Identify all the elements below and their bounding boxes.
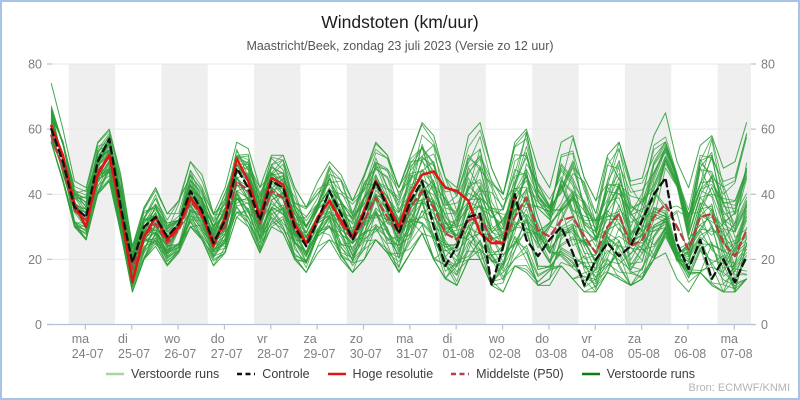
x-axis-day-label: zo [350, 332, 363, 346]
legend-label: Verstoorde runs [606, 367, 695, 381]
x-axis-day-label: zo [674, 332, 687, 346]
x-axis-date-label: 06-08 [674, 347, 706, 361]
legend-line-swatch [237, 372, 256, 376]
x-axis-date-label: 25-07 [118, 347, 150, 361]
x-axis-date-label: 29-07 [303, 347, 335, 361]
chart-legend: Verstoorde runs Controle Hoge resolutie Mid… [2, 367, 798, 381]
ensemble-member-line [50, 128, 748, 269]
y-axis-label-left: 80 [28, 58, 42, 72]
x-axis-day-label: wo [163, 332, 180, 346]
x-axis-date-label: 02-08 [489, 347, 521, 361]
legend-label: Controle [262, 367, 310, 381]
x-axis-date-label: 24-07 [72, 347, 104, 361]
x-axis-date-label: 27-07 [211, 347, 243, 361]
x-axis-day-label: ma [396, 332, 413, 346]
legend-item: Verstoorde runs [581, 367, 695, 381]
x-axis-day-label: za [303, 332, 316, 346]
x-axis-day-label: di [443, 332, 453, 346]
ensemble-member-line [50, 122, 748, 255]
legend-line-swatch [581, 372, 600, 376]
legend-line-swatch [451, 372, 470, 376]
ensemble-member-line [50, 113, 748, 257]
x-axis-day-label: za [628, 332, 641, 346]
x-axis-day-label: di [118, 332, 128, 346]
x-axis-day-label: vr [582, 332, 592, 346]
x-axis-date-label: 04-08 [582, 347, 614, 361]
high-resolution-line [50, 124, 517, 284]
legend-item: Middelste (P50) [450, 367, 564, 381]
y-axis-label-right: 60 [761, 123, 775, 137]
y-axis-label-left: 20 [28, 253, 42, 267]
x-axis-day-label: do [535, 332, 549, 346]
legend-label: Verstoorde runs [131, 367, 220, 381]
y-axis-label-left: 60 [28, 123, 42, 137]
ensemble-envelope-max-line [50, 83, 748, 247]
ensemble-member-line [50, 116, 748, 247]
page-subtitle: Maastricht/Beek, zondag 23 juli 2023 (Ve… [246, 39, 554, 53]
median-p50-line [50, 134, 748, 271]
x-axis-date-label: 26-07 [164, 347, 196, 361]
x-axis-date-label: 01-08 [443, 347, 475, 361]
ensemble-member-line [50, 123, 748, 265]
legend-item: Verstoorde runs [105, 367, 219, 381]
legend-line-swatch [327, 372, 346, 376]
source-credit: Bron: ECMWF/KNMI [688, 382, 790, 394]
x-axis-date-label: 28-07 [257, 347, 289, 361]
x-axis-date-label: 05-08 [628, 347, 660, 361]
ensemble-envelope-min-line [50, 141, 748, 293]
y-axis-label-right: 80 [761, 58, 775, 72]
y-axis-label-right: 0 [761, 318, 768, 332]
x-axis-day-label: vr [257, 332, 267, 346]
x-axis-day-label: wo [488, 332, 505, 346]
x-axis-day-label: ma [72, 332, 89, 346]
y-axis-label-right: 20 [761, 253, 775, 267]
legend-label: Middelste (P50) [476, 367, 564, 381]
page-title: Windstoten (km/uur) [321, 12, 479, 32]
legend-item: Controle [236, 367, 310, 381]
legend-label: Hoge resolutie [352, 367, 434, 381]
ensemble-member-line [50, 114, 748, 263]
x-axis-day-label: do [211, 332, 225, 346]
y-axis-label-right: 40 [761, 188, 775, 202]
y-axis-label-left: 0 [35, 318, 42, 332]
x-axis-date-label: 03-08 [535, 347, 567, 361]
legend-item: Hoge resolutie [327, 367, 434, 381]
ensemble-member-line [50, 141, 748, 293]
y-axis-label-left: 40 [28, 188, 42, 202]
control-run-line [50, 127, 748, 287]
ensemble-member-line [50, 112, 748, 250]
x-axis-day-label: ma [721, 332, 738, 346]
x-axis-date-label: 07-08 [721, 347, 753, 361]
x-axis-date-label: 30-07 [350, 347, 382, 361]
legend-line-swatch [106, 372, 125, 376]
x-axis-date-label: 31-07 [396, 347, 428, 361]
